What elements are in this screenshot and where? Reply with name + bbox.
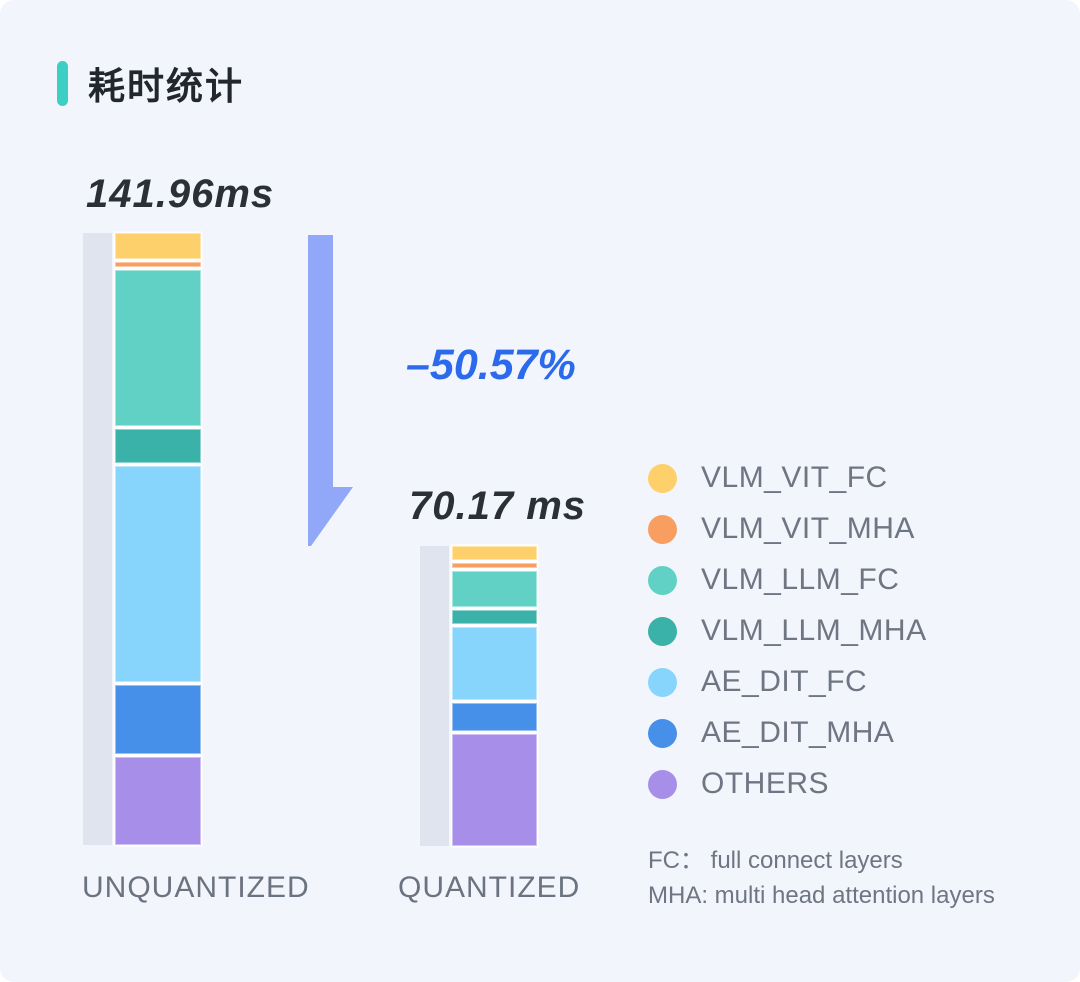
legend-item-vlm_vit_fc: VLM_VIT_FC bbox=[648, 461, 927, 494]
bar-segment-vlm_llm_mha bbox=[452, 610, 537, 625]
bar-segment-ae_dit_mha bbox=[452, 703, 537, 731]
page-title: 耗时统计 bbox=[88, 66, 244, 107]
footnote-mha: MHA: multi head attention layers bbox=[648, 882, 995, 909]
legend-item-ae_dit_fc: AE_DIT_FC bbox=[648, 665, 927, 698]
title-accent-bar bbox=[57, 60, 68, 106]
percent-change-label: –50.57% bbox=[406, 341, 576, 389]
legend-swatch-icon bbox=[648, 514, 677, 544]
section-header: 耗时统计 bbox=[57, 56, 244, 110]
legend-item-label: VLM_VIT_MHA bbox=[701, 512, 915, 545]
bar-segment-vlm_llm_fc bbox=[452, 571, 537, 608]
unquantized-bar-shadow bbox=[83, 233, 112, 845]
bar-segment-ae_dit_fc bbox=[115, 465, 201, 682]
bar-segment-others bbox=[115, 757, 201, 845]
decrease-arrow-icon bbox=[308, 235, 353, 546]
legend-item-ae_dit_mha: AE_DIT_MHA bbox=[648, 716, 927, 749]
legend-footnote: FC： full connect layers MHA: multi head … bbox=[648, 843, 995, 913]
footnote-fc: FC： full connect layers bbox=[648, 847, 903, 874]
unquantized-total-label: 141.96ms bbox=[86, 172, 275, 216]
legend-swatch-icon bbox=[648, 616, 677, 646]
legend-swatch-icon bbox=[648, 769, 677, 799]
bar-segment-vlm_vit_fc bbox=[452, 546, 537, 561]
unquantized-stacked-bar bbox=[115, 233, 201, 845]
legend-item-label: AE_DIT_FC bbox=[701, 665, 868, 698]
bar-segment-vlm_llm_mha bbox=[115, 429, 201, 463]
legend: VLM_VIT_FC VLM_VIT_MHA VLM_LLM_FC VLM_LLM_M… bbox=[648, 461, 927, 800]
bar-segment-ae_dit_fc bbox=[452, 627, 537, 701]
bar-segment-vlm_llm_fc bbox=[115, 270, 201, 427]
quantized-total-label: 70.17 ms bbox=[409, 484, 587, 528]
bar-segment-vlm_vit_fc bbox=[115, 233, 201, 259]
bar-segment-vlm_vit_mha bbox=[452, 563, 537, 569]
bar-segment-ae_dit_mha bbox=[115, 684, 201, 755]
legend-swatch-icon bbox=[648, 667, 677, 697]
legend-item-vlm_vit_mha: VLM_VIT_MHA bbox=[648, 512, 927, 545]
legend-swatch-icon bbox=[648, 463, 677, 493]
legend-item-label: VLM_LLM_FC bbox=[701, 563, 900, 596]
legend-swatch-icon bbox=[648, 565, 677, 595]
quantized-stacked-bar bbox=[452, 546, 537, 847]
legend-item-label: OTHERS bbox=[701, 767, 830, 800]
legend-item-label: AE_DIT_MHA bbox=[701, 716, 895, 749]
legend-item-vlm_llm_fc: VLM_LLM_FC bbox=[648, 563, 927, 596]
legend-item-vlm_llm_mha: VLM_LLM_MHA bbox=[648, 614, 927, 647]
quantized-bar-shadow bbox=[420, 546, 449, 846]
category-label-unquantized: UNQUANTIZED bbox=[82, 871, 310, 904]
legend-swatch-icon bbox=[648, 718, 677, 748]
bar-segment-others bbox=[452, 733, 537, 847]
legend-item-others: OTHERS bbox=[648, 767, 927, 800]
legend-item-label: VLM_LLM_MHA bbox=[701, 614, 927, 647]
bar-segment-vlm_vit_mha bbox=[115, 262, 201, 267]
category-label-quantized: QUANTIZED bbox=[398, 871, 581, 904]
legend-item-label: VLM_VIT_FC bbox=[701, 461, 888, 494]
